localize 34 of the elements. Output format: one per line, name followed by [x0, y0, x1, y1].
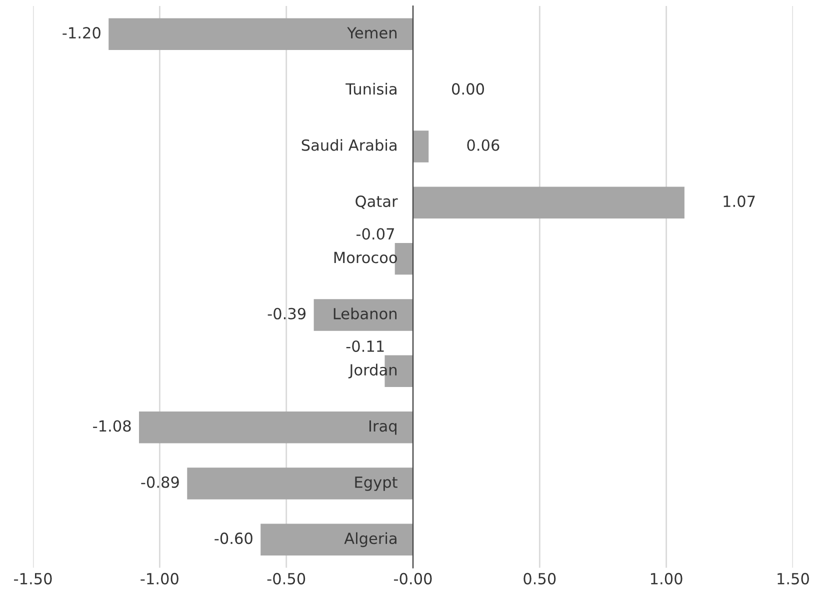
bar — [260, 524, 414, 556]
x-tick-label: 0.50 — [524, 572, 556, 584]
x-tick-label: -1.00 — [140, 572, 178, 584]
data-label: -1.20 — [62, 27, 100, 39]
y-tick-label: Egypt — [355, 476, 398, 491]
x-tick-label: -0.50 — [267, 572, 306, 584]
data-label: -0.11 — [346, 340, 384, 352]
x-tick-label: 1.00 — [650, 572, 682, 584]
bar — [108, 18, 414, 50]
y-tick-label: Yemen — [347, 27, 397, 39]
y-tick-label: Iraq — [369, 420, 396, 435]
x-tick-label: -0.00 — [394, 572, 432, 584]
y-tick-label: Lebanon — [334, 308, 396, 320]
bar — [412, 186, 684, 219]
y-tick-label: Algeria — [344, 532, 396, 548]
data-label: -0.60 — [214, 532, 252, 544]
data-label: 0.00 — [452, 83, 484, 95]
y-tick-label: Tunisia — [346, 82, 396, 95]
data-label: 1.07 — [724, 196, 755, 208]
bar — [187, 468, 414, 500]
y-tick-label: Qatar — [356, 196, 398, 209]
x-tick-label: 1.50 — [778, 572, 809, 584]
data-label: -0.89 — [141, 476, 179, 488]
y-tick-label: Morocoo — [334, 252, 397, 264]
data-label: -0.07 — [356, 228, 394, 240]
x-tick-label: -1.50 — [14, 572, 52, 584]
y-tick-label: Saudi Arabia — [302, 139, 396, 151]
data-label: -1.08 — [93, 420, 131, 432]
data-label: 0.06 — [467, 139, 500, 151]
bar — [412, 130, 429, 162]
bar — [139, 411, 414, 444]
y-tick-label: Jordan — [348, 364, 396, 378]
bar — [314, 299, 414, 331]
data-label: -0.39 — [268, 308, 306, 320]
